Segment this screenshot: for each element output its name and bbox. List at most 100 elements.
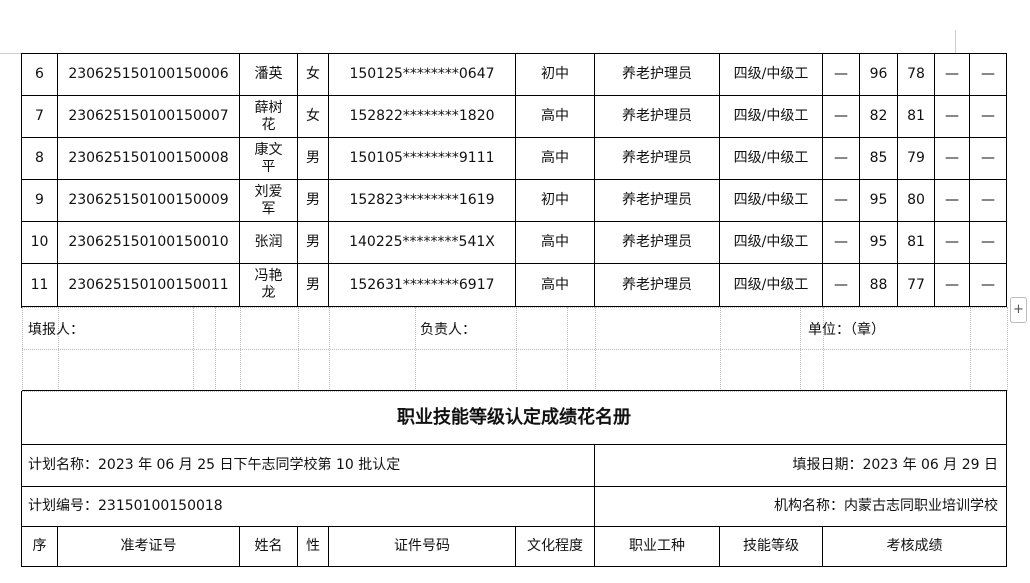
footer-manager: 负责人： — [420, 322, 476, 338]
header-cell: 姓名 — [240, 527, 298, 567]
border — [21, 391, 22, 567]
cell: 四级/中级工 — [720, 96, 823, 138]
cell: 高中 — [516, 264, 595, 307]
cell: 初中 — [516, 54, 595, 96]
cell: 养老护理员 — [595, 138, 720, 180]
cell: — — [970, 96, 1007, 138]
cell: — — [970, 264, 1007, 307]
cell: 230625150100150006 — [58, 54, 240, 96]
grid — [22, 307, 23, 391]
cell: — — [823, 222, 860, 264]
grid — [595, 307, 596, 391]
cell: 康文平 — [240, 138, 298, 180]
cell: 男 — [298, 180, 329, 222]
report-date: 填报日期：2023 年 06 月 29 日 — [595, 445, 1007, 487]
footer-filler: 填报人： — [28, 322, 84, 338]
header-cell: 考核成绩 — [823, 527, 1007, 567]
cell: — — [970, 138, 1007, 180]
cell: 男 — [298, 222, 329, 264]
cell: 152823********1619 — [329, 180, 516, 222]
cell: 四级/中级工 — [720, 138, 823, 180]
cell: 80 — [898, 180, 935, 222]
header-cell: 准考证号 — [58, 527, 240, 567]
cell: 女 — [298, 54, 329, 96]
grid — [58, 307, 59, 391]
header-cell: 序 — [22, 527, 58, 567]
cell: 230625150100150009 — [58, 180, 240, 222]
cell: 四级/中级工 — [720, 54, 823, 96]
grid — [215, 307, 216, 391]
cell: — — [935, 96, 970, 138]
cell: 男 — [298, 264, 329, 307]
cell: 薛树花 — [240, 96, 298, 138]
cell: 140225********541X — [329, 222, 516, 264]
grid — [970, 307, 971, 391]
cell: 78 — [898, 54, 935, 96]
org: 机构名称：内蒙古志同职业培训学校 — [595, 487, 1007, 527]
cell: 230625150100150007 — [58, 96, 240, 138]
border — [22, 390, 1007, 391]
plan-name: 计划名称：2023 年 06 月 25 日下午志同学校第 10 批认定 — [22, 445, 595, 487]
cell: 150125********0647 — [329, 54, 516, 96]
cell: 81 — [898, 96, 935, 138]
cell: — — [823, 138, 860, 180]
grid — [823, 307, 824, 391]
cell: 77 — [898, 264, 935, 307]
header-cell: 证件号码 — [329, 527, 516, 567]
cell: — — [935, 54, 970, 96]
cell: 88 — [860, 264, 898, 307]
cell: 79 — [898, 138, 935, 180]
grid — [22, 391, 1007, 392]
cell: 张润 — [240, 222, 298, 264]
cell: 养老护理员 — [595, 96, 720, 138]
cell: 四级/中级工 — [720, 264, 823, 307]
add-button[interactable]: + — [1010, 297, 1027, 323]
cell: — — [823, 180, 860, 222]
cell: 95 — [860, 180, 898, 222]
cell: 230625150100150008 — [58, 138, 240, 180]
cell: — — [935, 138, 970, 180]
cell: 152631********6917 — [329, 264, 516, 307]
cell: 养老护理员 — [595, 222, 720, 264]
header-cell: 职业工种 — [595, 527, 720, 567]
title: 职业技能等级认定成绩花名册 — [22, 391, 1007, 445]
cell: 四级/中级工 — [720, 180, 823, 222]
cell: — — [823, 54, 860, 96]
grid — [800, 307, 801, 391]
cell: — — [935, 222, 970, 264]
grid — [298, 307, 299, 391]
cell: 7 — [22, 96, 58, 138]
cell: 男 — [298, 138, 329, 180]
cell: 冯艳龙 — [240, 264, 298, 307]
cell: 96 — [860, 54, 898, 96]
cell: 女 — [298, 96, 329, 138]
header-cell: 文化程度 — [516, 527, 595, 567]
cell: 养老护理员 — [595, 180, 720, 222]
grid — [567, 307, 568, 391]
cell: 230625150100150010 — [58, 222, 240, 264]
cell: 高中 — [516, 222, 595, 264]
plan-no: 计划编号：23150100150018 — [22, 487, 595, 527]
cell: 刘爱军 — [240, 180, 298, 222]
cell: 四级/中级工 — [720, 222, 823, 264]
cell: 养老护理员 — [595, 264, 720, 307]
border — [21, 53, 22, 308]
cell: 152822********1820 — [329, 96, 516, 138]
cell: 9 — [22, 180, 58, 222]
cell: 150105********9111 — [329, 138, 516, 180]
cell: 95 — [860, 222, 898, 264]
grid — [240, 307, 241, 391]
cell: 85 — [860, 138, 898, 180]
grid — [516, 307, 517, 391]
footer-unit: 单位：（章） — [808, 322, 885, 338]
cell: — — [970, 180, 1007, 222]
cell: 8 — [22, 138, 58, 180]
cell: — — [970, 222, 1007, 264]
page-edge — [0, 53, 22, 54]
cell: 230625150100150011 — [58, 264, 240, 307]
cell: — — [935, 180, 970, 222]
cell: 高中 — [516, 138, 595, 180]
cell: — — [935, 264, 970, 307]
cell: 潘英 — [240, 54, 298, 96]
